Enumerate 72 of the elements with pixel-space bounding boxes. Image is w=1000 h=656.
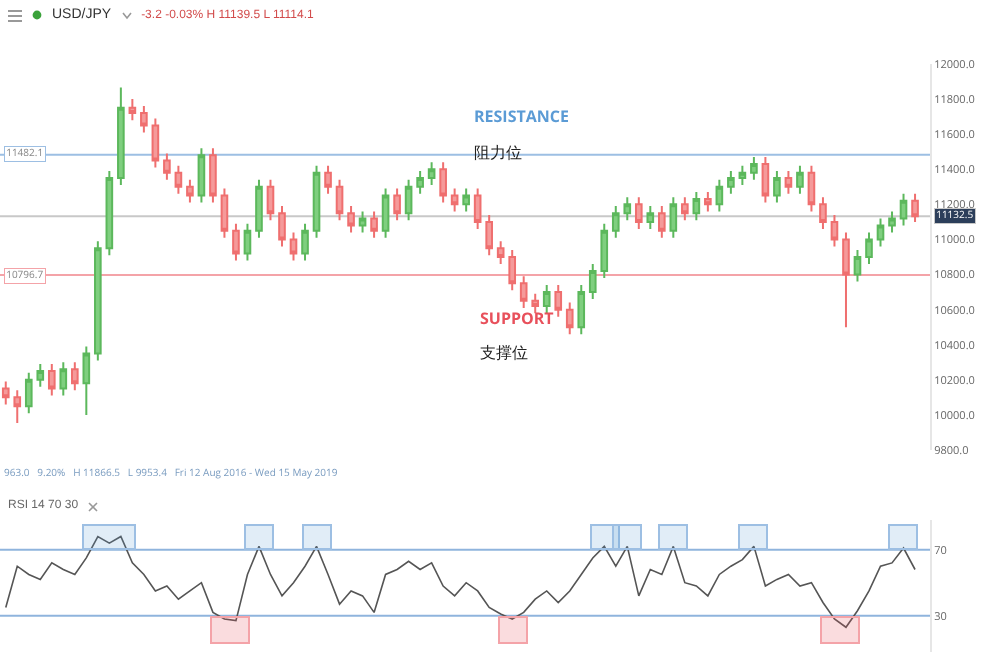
candlestick (807, 164, 816, 213)
candlestick (82, 345, 91, 416)
candlestick (842, 231, 850, 329)
candlestick (335, 178, 344, 222)
candlestick (232, 222, 240, 262)
candlestick (704, 191, 712, 213)
candlestick (209, 147, 217, 204)
candlestick (94, 240, 102, 362)
candlestick (646, 205, 655, 230)
candlestick (669, 196, 678, 239)
candlestick (105, 170, 114, 257)
annotation: 支撑位 (480, 342, 528, 364)
candlestick (565, 301, 574, 336)
candlestick (71, 361, 79, 392)
candlestick (312, 164, 321, 239)
annotation: RESISTANCE (474, 106, 570, 128)
candlestick (163, 152, 171, 181)
candlestick (853, 248, 862, 283)
candlestick (324, 164, 332, 195)
candlestick (47, 363, 56, 397)
candlestick (796, 164, 804, 195)
candlestick (876, 217, 885, 248)
candlestick (830, 213, 839, 248)
candlestick (750, 156, 758, 181)
candlestick (681, 196, 689, 222)
candlestick (255, 178, 263, 239)
candlestick (485, 213, 493, 257)
candlestick (289, 231, 298, 262)
candlestick (278, 205, 286, 248)
candlestick (140, 105, 148, 134)
candlestick (715, 178, 724, 213)
candlestick (577, 284, 586, 336)
candlestick (370, 210, 378, 239)
candlestick (151, 117, 160, 169)
candlestick (427, 161, 436, 187)
candlestick (393, 187, 401, 222)
candlestick (220, 187, 229, 239)
candlestick (911, 192, 919, 223)
candlestick (59, 361, 68, 397)
candlestick (473, 187, 482, 230)
candlestick (784, 170, 793, 195)
candlestick (819, 196, 827, 230)
candlestick (865, 231, 873, 266)
candlestick (243, 222, 252, 262)
candlestick (554, 284, 563, 318)
annotation: 阻力位 (474, 142, 522, 164)
candlestick (416, 170, 424, 195)
candlestick (128, 98, 137, 122)
candlestick (186, 178, 194, 204)
candlestick (266, 178, 275, 222)
candlestick (301, 222, 309, 262)
candlestick (634, 196, 643, 230)
candlestick (450, 187, 459, 213)
annotation: SUPPORT (480, 308, 555, 330)
candlestick (542, 284, 551, 315)
candlestick (404, 178, 413, 222)
candlestick (761, 156, 770, 204)
candlestick (117, 86, 125, 187)
candlestick (658, 205, 666, 239)
candlestick (738, 164, 747, 187)
candlestick (462, 187, 470, 213)
candlestick (888, 210, 896, 234)
candlestick (197, 147, 206, 204)
candlestick (347, 205, 355, 234)
candlestick (692, 191, 701, 222)
candlestick (727, 170, 735, 195)
candlestick (899, 192, 908, 227)
candlestick (381, 187, 390, 239)
candlestick (174, 164, 183, 195)
candlestick (439, 161, 447, 204)
candlestick (358, 210, 367, 234)
candlestick (773, 170, 781, 204)
